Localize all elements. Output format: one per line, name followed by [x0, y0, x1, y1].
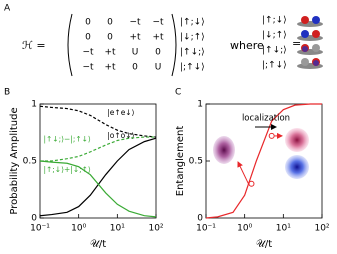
y-axis-label: Probability Amplitude [9, 107, 20, 214]
plot-frame [39, 103, 157, 219]
series-label: |↑;↓⟩+|↓;↑⟩ [43, 165, 90, 174]
site-icons [297, 16, 323, 69]
legend-ket: |;↑↓⟩ [262, 61, 287, 71]
annotation: localization [242, 114, 290, 124]
matrix-entry: 0 [155, 48, 161, 58]
where-text: where [230, 39, 264, 52]
matrix-entry: 0 [107, 18, 113, 28]
delocalized-blob [213, 136, 235, 164]
series-line [205, 103, 322, 219]
y-tick-label: 1 [197, 100, 203, 110]
x-tick-label: 10⁰ [71, 224, 86, 234]
matrix-entry: −t [82, 48, 94, 58]
localized-blob [285, 155, 309, 179]
y-tick-label: 0.5 [23, 157, 37, 167]
series-label: |e↑e↓⟩ [107, 108, 134, 117]
x-tick-label: 10⁻¹ [196, 224, 216, 234]
x-tick-label: 10¹ [110, 224, 125, 234]
series-line [39, 160, 157, 218]
series-line [39, 137, 157, 217]
x-axis-label: 𝒰/t [90, 239, 106, 250]
y-axis-label: Entanglement [175, 126, 186, 197]
matrix-entry: +t [129, 33, 141, 43]
marker [248, 180, 255, 187]
series-label: |↑↓;⟩−|;↑↓⟩ [43, 134, 90, 143]
matrix-entry: −t [82, 63, 94, 73]
localized-blob [285, 128, 309, 152]
x-tick-label: 10² [314, 224, 329, 234]
left-paren [67, 13, 73, 77]
marker [268, 132, 275, 139]
panel-label: C [175, 88, 181, 98]
series-label: |o↑o↓⟩ [107, 131, 134, 140]
arrow [237, 161, 249, 185]
legend-ket: |↑;↓⟩ [262, 16, 287, 26]
matrix-entry: +t [152, 33, 164, 43]
matrix-entry: 0 [107, 33, 113, 43]
matrix-entry: U [132, 48, 139, 58]
matrix-entry: −t [152, 18, 164, 28]
matrix-entry: U [155, 63, 162, 73]
panel-label: B [4, 88, 10, 98]
matrix-entry: +t [104, 48, 116, 58]
equals: = [292, 37, 301, 50]
ket: |↑;↓⟩ [180, 18, 205, 28]
y-tick-label: 0 [31, 214, 37, 224]
x-axis-label: 𝒰/t [256, 239, 272, 250]
matrix-entry: 0 [85, 33, 91, 43]
matrix-entry: +t [104, 63, 116, 73]
ket: |↓;↑⟩ [180, 33, 205, 43]
matrix-entry: 0 [132, 63, 138, 73]
right-paren [171, 13, 177, 77]
x-tick-label: 10⁰ [237, 224, 252, 234]
x-tick-label: 10² [148, 224, 163, 234]
series-line [39, 105, 157, 138]
x-tick-label: 10¹ [276, 224, 291, 234]
legend-ket: |↓;↑⟩ [262, 31, 287, 41]
ket: |↑↓;⟩ [180, 48, 205, 58]
matrix-entry: −t [129, 18, 141, 28]
matrix-entry: 0 [85, 18, 91, 28]
ket: |;↑↓⟩ [180, 63, 205, 73]
legend-ket: |↑↓;⟩ [262, 46, 287, 56]
y-tick-label: 0 [197, 214, 203, 224]
y-tick-label: 1 [31, 100, 37, 110]
y-tick-label: 0.5 [189, 157, 203, 167]
series-line [40, 136, 156, 162]
x-tick-label: 10⁻¹ [30, 224, 50, 234]
hamiltonian-symbol: ℋ = [22, 39, 46, 52]
panel-label: A [4, 4, 11, 14]
